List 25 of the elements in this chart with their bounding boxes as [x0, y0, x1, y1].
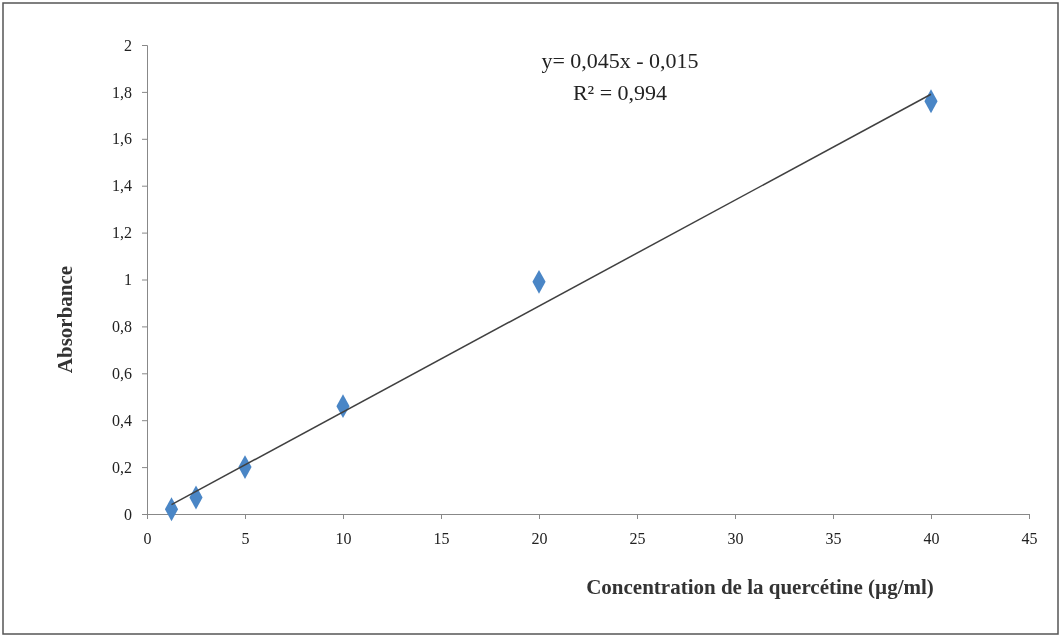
x-tick-label: 25 [629, 530, 646, 548]
y-axis-title: Absorbance [53, 265, 77, 374]
annotation: R² = 0,994 [572, 80, 668, 105]
y-tick-label: 0 [124, 505, 132, 523]
x-tick-label: 35 [825, 530, 842, 548]
x-tick-label: 15 [433, 530, 450, 548]
annotation: y= 0,045x - 0,015 [541, 48, 699, 73]
y-tick-label: 2 [124, 36, 132, 54]
x-tick-label: 20 [531, 530, 548, 548]
y-tick-label: 1,2 [112, 224, 132, 242]
y-tick-label: 0,8 [112, 318, 132, 336]
x-tick-label: 45 [1021, 530, 1038, 548]
y-tick-label: 1,4 [112, 177, 132, 195]
y-tick-label: 0,4 [112, 411, 132, 429]
x-tick-label: 40 [923, 530, 940, 548]
x-tick-label: 30 [727, 530, 744, 548]
y-tick-label: 1 [124, 271, 132, 289]
x-axis-title: Concentration de la quercétine (µg/ml) [586, 575, 934, 599]
x-tick-label: 0 [143, 530, 152, 548]
y-tick-label: 1,8 [112, 83, 132, 101]
y-tick-label: 1,6 [112, 130, 132, 148]
x-tick-label: 5 [241, 530, 250, 548]
y-tick-label: 0,2 [112, 458, 132, 476]
y-tick-label: 0,6 [112, 364, 132, 382]
x-tick-label: 10 [335, 530, 352, 548]
